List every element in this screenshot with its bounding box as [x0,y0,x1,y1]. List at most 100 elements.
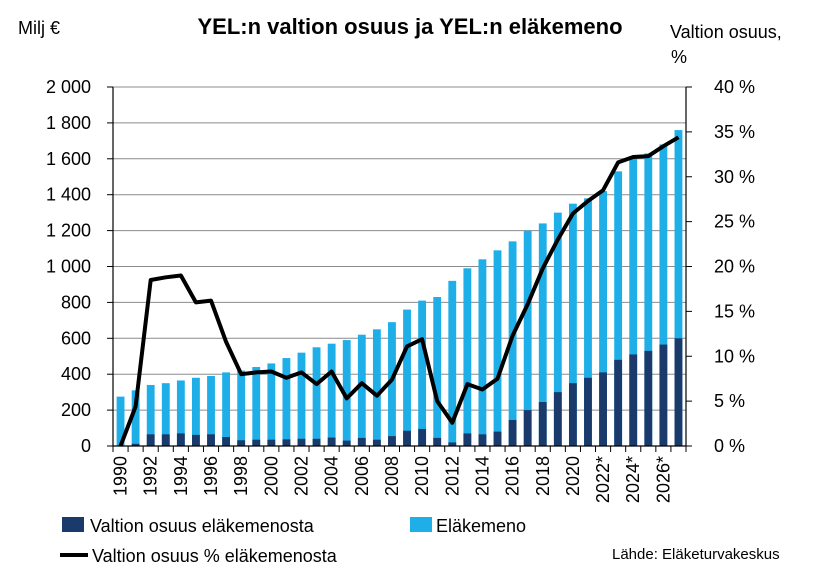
bar-pension-expenditure [674,130,683,446]
bar-state-share [553,392,562,446]
bar-pension-expenditure [448,280,457,446]
bar-state-share [568,383,577,446]
bar-state-share [433,437,442,446]
bar-pension-expenditure [568,203,577,446]
bar-state-share [327,437,336,446]
bars [116,130,683,447]
x-tick-label: 2012 [442,456,462,496]
bar-state-share [146,434,155,446]
bar-pension-expenditure [146,384,155,446]
y-axis-label-right-line2: % [671,47,687,67]
bar-pension-expenditure [659,144,668,446]
bar-state-share [463,433,472,446]
x-tick-label: 2010 [412,456,432,496]
bar-pension-expenditure [161,383,170,446]
bar-pension-expenditure [463,268,472,446]
bar-state-share [538,402,547,446]
bar-pension-expenditure [267,363,276,446]
y-tick-label-right: 35 % [714,122,755,142]
y-tick-label-left: 1 600 [46,149,91,169]
bar-state-share [267,439,276,446]
bar-pension-expenditure [282,358,291,446]
bar-pension-expenditure [599,191,607,446]
bar-state-share [508,419,517,446]
legend-swatch-pension-expenditure [410,517,432,532]
y-tick-label-left: 1 400 [46,185,91,205]
y-axis-label-left: Milj € [18,18,60,38]
bar-pension-expenditure [523,230,532,446]
bar-state-share [252,439,261,446]
bar-state-share [131,443,140,446]
y-tick-label-left: 600 [61,328,91,348]
x-tick-label: 1994 [171,456,191,496]
x-tick-label: 2014 [472,456,492,496]
bar-state-share [523,410,532,446]
bar-state-share [312,438,321,446]
y-tick-label-left: 200 [61,400,91,420]
bar-state-share [207,434,215,446]
y-tick-label-right: 25 % [714,212,755,232]
bar-state-share [584,377,592,446]
y-tick-label-right: 20 % [714,257,755,277]
bar-pension-expenditure [403,309,411,446]
bar-pension-expenditure [342,340,351,446]
bar-pension-expenditure [327,343,336,446]
bar-state-share [237,440,246,446]
x-tick-label: 2008 [382,456,402,496]
bar-pension-expenditure [644,153,653,447]
bar-pension-expenditure [297,352,306,446]
bar-state-share [176,433,185,446]
bar-pension-expenditure [192,377,200,446]
y-tick-label-left: 400 [61,364,91,384]
bar-state-share [388,436,396,446]
x-tick-label: 2016 [503,456,523,496]
axes [107,86,692,452]
bar-pension-expenditure [478,259,487,446]
bar-state-share [357,437,366,446]
bar-pension-expenditure [222,372,231,446]
bar-state-share [644,350,653,446]
bar-pension-expenditure [372,329,381,446]
legend: Valtion osuus eläkemenosta Eläkemeno Val… [60,516,526,566]
legend-label-state-share-percent: Valtion osuus % eläkemenosta [92,546,338,566]
x-tick-label: 1996 [201,456,221,496]
x-tick-label: 1998 [231,456,251,496]
source-note: Lähde: Eläketurvakeskus [612,546,780,563]
bar-state-share [599,372,607,446]
y-tick-label-right: 0 % [714,436,745,456]
y-tick-label-left: 800 [61,292,91,312]
y-tick-label-right: 30 % [714,167,755,187]
bar-state-share [493,431,502,446]
bar-state-share [478,434,487,446]
x-tick-label: 2000 [261,456,281,496]
bar-state-share [222,437,231,446]
y-tick-label-left: 1 000 [46,257,91,277]
y-tick-label-left: 0 [81,436,91,456]
bar-pension-expenditure [553,212,562,446]
bar-pension-expenditure [433,297,442,446]
legend-label-pension-expenditure: Eläkemeno [436,516,526,536]
bar-state-share [629,354,638,446]
y-axis-label-right-line1: Valtion osuus, [670,22,782,42]
bar-pension-expenditure [357,334,366,446]
tick-labels: 0 200 400 600 800 1 000 1 200 1 400 1 600 1 800 2 … [46,77,755,503]
bar-pension-expenditure [508,241,517,446]
bar-pension-expenditure [207,375,215,446]
bar-pension-expenditure [614,171,623,447]
bar-pension-expenditure [493,250,502,446]
bar-state-share [418,428,427,446]
bar-pension-expenditure [388,322,396,446]
bar-state-share [674,338,683,446]
bar-pension-expenditure [176,380,185,446]
x-tick-label: 2006 [352,456,372,496]
bar-state-share [448,442,457,446]
bar-pension-expenditure [584,198,592,446]
y-tick-label-right: 5 % [714,391,745,411]
chart-title: YEL:n valtion osuus ja YEL:n eläkemeno [197,14,622,39]
bar-pension-expenditure [252,367,261,446]
bar-pension-expenditure [629,158,638,447]
bar-pension-expenditure [237,370,246,446]
bar-state-share [403,430,411,446]
